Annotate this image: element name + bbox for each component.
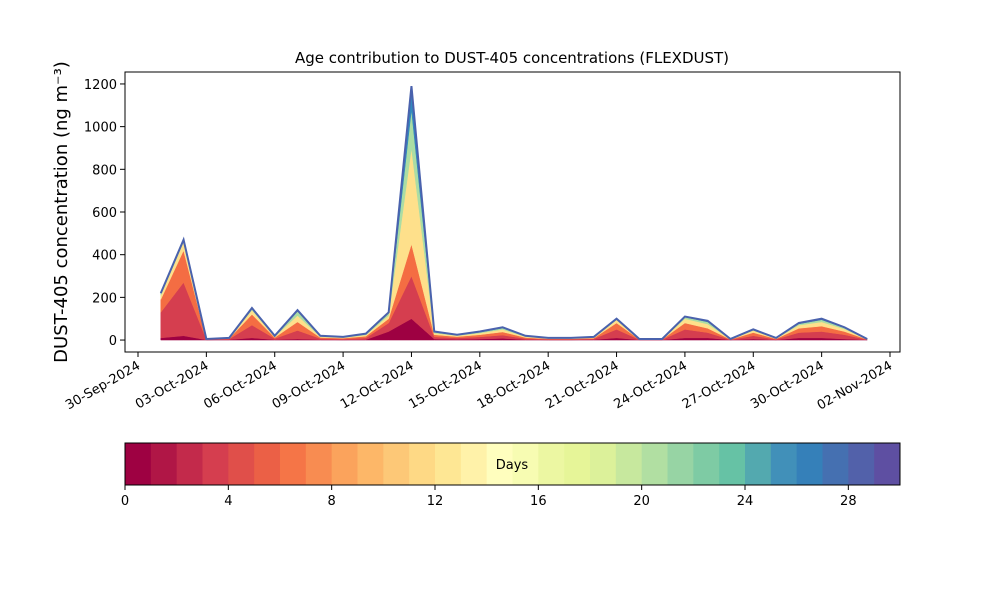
x-tick-label: 15-Oct-2024: [406, 358, 484, 412]
colorbar-swatch: [228, 443, 255, 485]
colorbar-label: Days: [496, 458, 529, 473]
x-tick-label: 27-Oct-2024: [680, 358, 758, 412]
area: [160, 109, 868, 340]
x-tick-label: 30-Sep-2024: [63, 358, 143, 413]
y-tick-label: 1000: [84, 121, 117, 136]
x-tick-label: 12-Oct-2024: [338, 358, 416, 412]
colorbar-swatch: [486, 443, 513, 485]
colorbar-swatch: [538, 443, 565, 485]
colorbar-swatch: [564, 443, 591, 485]
y-tick-label: 400: [92, 249, 117, 264]
x-tick-label: 24-Oct-2024: [612, 358, 690, 412]
colorbar-swatch: [150, 443, 178, 485]
colorbar-swatch: [590, 443, 617, 485]
x-tick-label: 06-Oct-2024: [201, 358, 279, 412]
colorbar-swatch: [125, 443, 152, 485]
colorbar-swatch: [719, 443, 746, 485]
colorbar-swatch: [822, 443, 849, 485]
y-tick-label: 1200: [84, 78, 117, 93]
colorbar-tick-label: 28: [840, 494, 857, 509]
colorbar-tick-label: 0: [121, 494, 129, 509]
x-tick-label: 30-Oct-2024: [748, 358, 826, 412]
colorbar-swatch: [305, 443, 333, 485]
colorbar-swatch: [667, 443, 694, 485]
colorbar-swatch: [641, 443, 668, 485]
area: [160, 147, 868, 340]
y-tick-label: 800: [92, 163, 117, 178]
x-tick-label: 03-Oct-2024: [133, 358, 211, 412]
colorbar-swatch: [848, 443, 875, 485]
y-tick-label: 600: [92, 206, 117, 221]
colorbar-tick-label: 16: [530, 494, 547, 509]
y-tick-label: 200: [92, 291, 117, 306]
colorbar-swatch: [745, 443, 772, 485]
plot-frame: [124, 71, 901, 353]
colorbar-swatch: [435, 443, 462, 485]
colorbar-swatch: [409, 443, 436, 485]
colorbar-tick-label: 20: [633, 494, 650, 509]
colorbar-swatch: [615, 443, 643, 485]
colorbar-swatch: [460, 443, 488, 485]
area: [160, 86, 868, 340]
colorbar-swatch: [383, 443, 410, 485]
colorbar-swatch: [693, 443, 720, 485]
y-axis-label: DUST-405 concentration (ng m⁻³): [51, 61, 72, 363]
colorbar-swatch: [202, 443, 229, 485]
y-tick-label: 0: [109, 334, 117, 349]
colorbar-frame: [124, 442, 901, 486]
x-tick-label: 18-Oct-2024: [475, 358, 553, 412]
colorbar-swatch: [357, 443, 384, 485]
colorbar-swatch: [176, 443, 203, 485]
colorbar-tick-label: 12: [427, 494, 444, 509]
colorbar-swatch: [254, 443, 281, 485]
colorbar-tick-label: 24: [737, 494, 754, 509]
colorbar-swatch: [874, 443, 901, 485]
x-tick-label: 02-Nov-2024: [815, 358, 895, 413]
colorbar-swatch: [770, 443, 798, 485]
x-tick-label: 21-Oct-2024: [543, 358, 621, 412]
colorbar-swatch: [512, 443, 539, 485]
x-tick-label: 09-Oct-2024: [270, 358, 348, 412]
colorbar-swatch: [796, 443, 823, 485]
colorbar-tick-label: 8: [328, 494, 336, 509]
plot-area: [159, 85, 868, 341]
chart-title: Age contribution to DUST-405 concentrati…: [295, 49, 729, 67]
colorbar-tick-label: 4: [224, 494, 232, 509]
colorbar-swatch: [280, 443, 307, 485]
colorbar-swatch: [331, 443, 358, 485]
total-outline: [159, 85, 868, 341]
